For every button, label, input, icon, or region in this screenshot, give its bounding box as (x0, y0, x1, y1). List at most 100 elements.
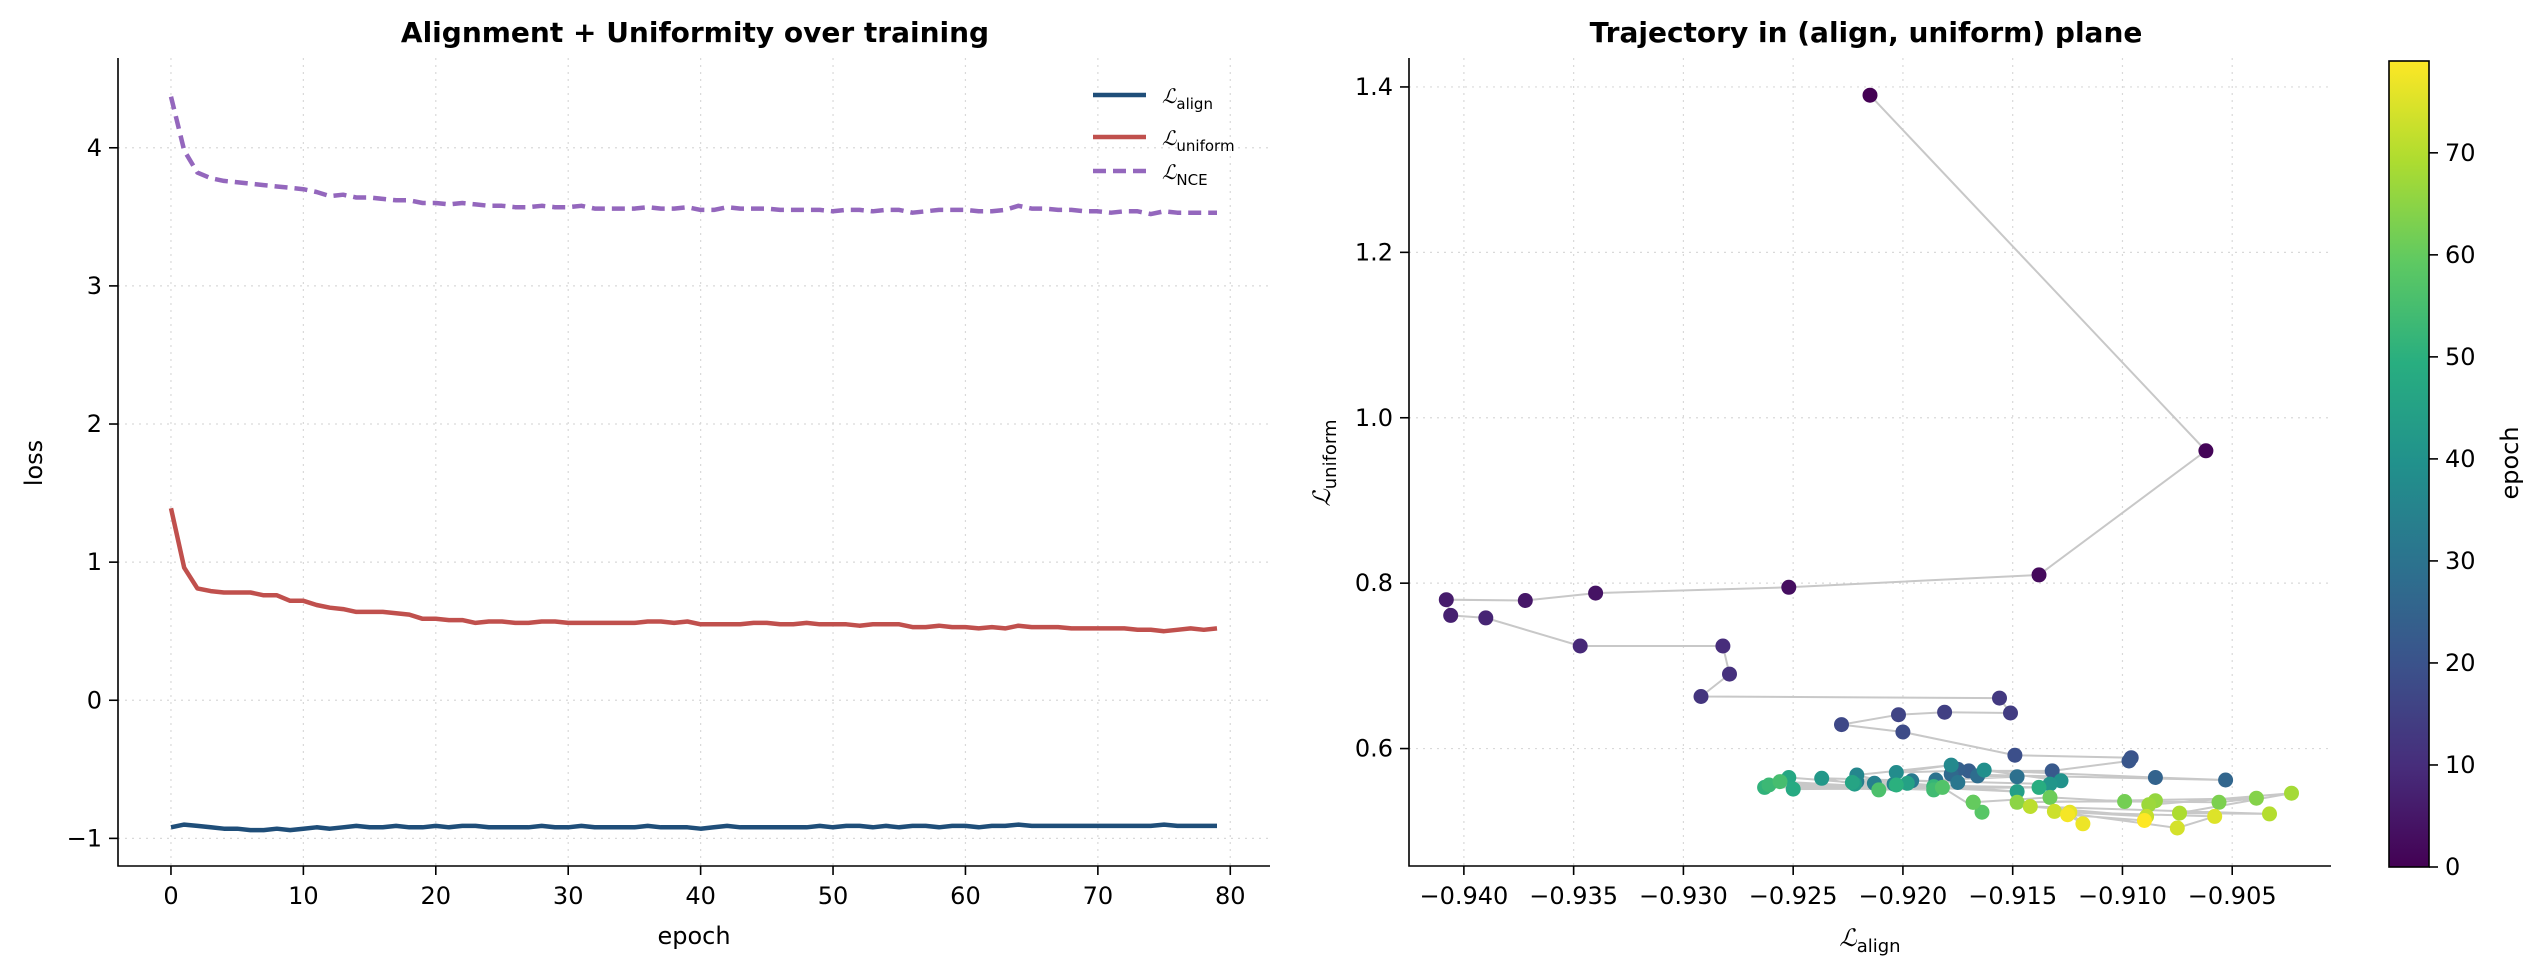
colorbar-ticks: 0 10 20 30 40 50 60 70 (2429, 139, 2476, 881)
left-y-tick-label: 0 (87, 686, 102, 714)
left-y-ticks: −1 0 1 2 3 4 (67, 134, 118, 852)
colorbar-tick-label: 70 (2445, 139, 2476, 167)
right-y-ticks: 0.6 0.8 1.0 1.2 1.4 (1355, 73, 1409, 763)
trajectory-point (2248, 790, 2264, 806)
trajectory-point (1888, 777, 1904, 793)
trajectory-point (2009, 769, 2025, 785)
trajectory-point (2046, 803, 2062, 819)
right-y-tick-label: 1.4 (1355, 73, 1393, 101)
trajectory-point (1950, 775, 1966, 790)
colorbar-tick-label: 40 (2445, 445, 2476, 473)
left-x-tick-label: 50 (818, 882, 849, 910)
trajectory-point (1715, 638, 1731, 654)
trajectory-point (1895, 724, 1911, 740)
trajectory-point (2121, 753, 2137, 769)
trajectory-point (2042, 789, 2058, 805)
left-x-ticks: 0 10 20 30 40 50 60 70 80 (163, 866, 1246, 910)
series-line-nce (168, 96, 1217, 217)
left-x-tick-label: 70 (1083, 882, 1114, 910)
trajectory-points (1438, 87, 2299, 836)
left-x-tick-label: 10 (288, 882, 319, 910)
trajectory-point (1976, 762, 1992, 778)
trajectory-point (1891, 707, 1906, 723)
colorbar-label: epoch (2496, 426, 2524, 499)
right-x-tick-label: −0.910 (2078, 882, 2167, 910)
trajectory-point (1785, 781, 1801, 797)
colorbar-tick-label: 20 (2445, 649, 2476, 677)
left-x-tick-label: 60 (950, 882, 981, 910)
right-y-tick-label: 0.8 (1355, 569, 1393, 597)
right-y-tick-label: 0.6 (1355, 735, 1393, 763)
right-x-ticks: −0.940 −0.935 −0.930 −0.925 −0.920 −0.915 −0.9… (1419, 866, 2277, 910)
trajectory-point (2009, 794, 2025, 810)
trajectory-point (1834, 717, 1849, 733)
left-x-tick-label: 40 (685, 882, 716, 910)
trajectory-point (1772, 774, 1788, 790)
legend: ℒalign ℒuniform ℒNCE (1093, 84, 1235, 189)
trajectory-point (2009, 784, 2025, 800)
trajectory-point (1443, 607, 1459, 623)
colorbar-tick-label: 0 (2445, 853, 2460, 881)
trajectory-point (1572, 638, 1588, 654)
left-chart-title: Alignment + Uniformity over training (401, 16, 989, 49)
trajectory-point (2031, 567, 2047, 583)
legend-label-align: ℒalign (1162, 84, 1213, 113)
trajectory-point (2003, 705, 2018, 721)
trajectory-point (2218, 772, 2234, 788)
trajectory-point (2044, 763, 2060, 779)
trajectory-point (2207, 808, 2223, 824)
trajectory-point (1965, 794, 1981, 810)
trajectory-point (1888, 765, 1904, 780)
trajectory-point (2169, 820, 2185, 836)
right-axes-spines (1408, 58, 2331, 867)
colorbar-tick-label: 10 (2445, 751, 2476, 779)
trajectory-point (2198, 443, 2214, 459)
right-x-tick-label: −0.935 (1529, 882, 1618, 910)
series-line-align (170, 822, 1217, 833)
trajectory-point (2075, 816, 2091, 832)
left-x-tick-label: 30 (553, 882, 584, 910)
right-x-axis-label: ℒalign (1839, 924, 1900, 957)
trajectory-point (1844, 775, 1860, 790)
colorbar-tick-label: 30 (2445, 547, 2476, 575)
right-grid (1409, 58, 2331, 866)
legend-label-nce: ℒNCE (1162, 160, 1208, 189)
trajectory-point (2007, 747, 2023, 763)
right-x-tick-label: −0.920 (1859, 882, 1948, 910)
right-x-tick-label: −0.930 (1639, 882, 1728, 910)
right-y-tick-label: 1.0 (1355, 404, 1393, 432)
right-y-axis-label: ℒuniform (1308, 419, 1341, 506)
trajectory-point (1478, 610, 1494, 626)
legend-label-uniform: ℒuniform (1162, 126, 1235, 155)
trajectory-point (2147, 770, 2163, 785)
left-x-axis-label: epoch (657, 922, 730, 950)
trajectory-point (2172, 805, 2187, 821)
trajectory-point (2284, 785, 2299, 801)
right-x-tick-label: −0.940 (1419, 882, 1508, 910)
trajectory-point (2031, 779, 2047, 795)
right-x-tick-label: −0.915 (1968, 882, 2057, 910)
trajectory-point (1934, 779, 1950, 795)
trajectory-point (2022, 799, 2038, 814)
trajectory-point (1862, 87, 1878, 103)
trajectory-point (2141, 797, 2157, 813)
left-y-tick-label: −1 (67, 824, 102, 852)
trajectory-point (1992, 690, 2007, 706)
right-chart-title: Trajectory in (align, uniform) plane (1590, 16, 2143, 49)
trajectory-point (1937, 704, 1953, 720)
left-x-tick-label: 80 (1215, 882, 1246, 910)
trajectory-point (1438, 592, 1454, 608)
left-y-tick-label: 3 (87, 272, 102, 300)
trajectory-point (1871, 782, 1887, 798)
trajectory-point (1781, 579, 1797, 595)
trajectory-point (2262, 806, 2277, 822)
trajectory-point (1693, 689, 1709, 704)
left-y-tick-label: 4 (87, 134, 102, 162)
left-grid (118, 58, 1270, 866)
left-y-tick-label: 2 (87, 410, 102, 438)
scatter-chart-panel: Trajectory in (align, uniform) plane −0.… (1308, 16, 2524, 957)
trajectory-point (1517, 593, 1533, 608)
line-chart-panel: Alignment + Uniformity over training 0 10… (20, 16, 1270, 950)
